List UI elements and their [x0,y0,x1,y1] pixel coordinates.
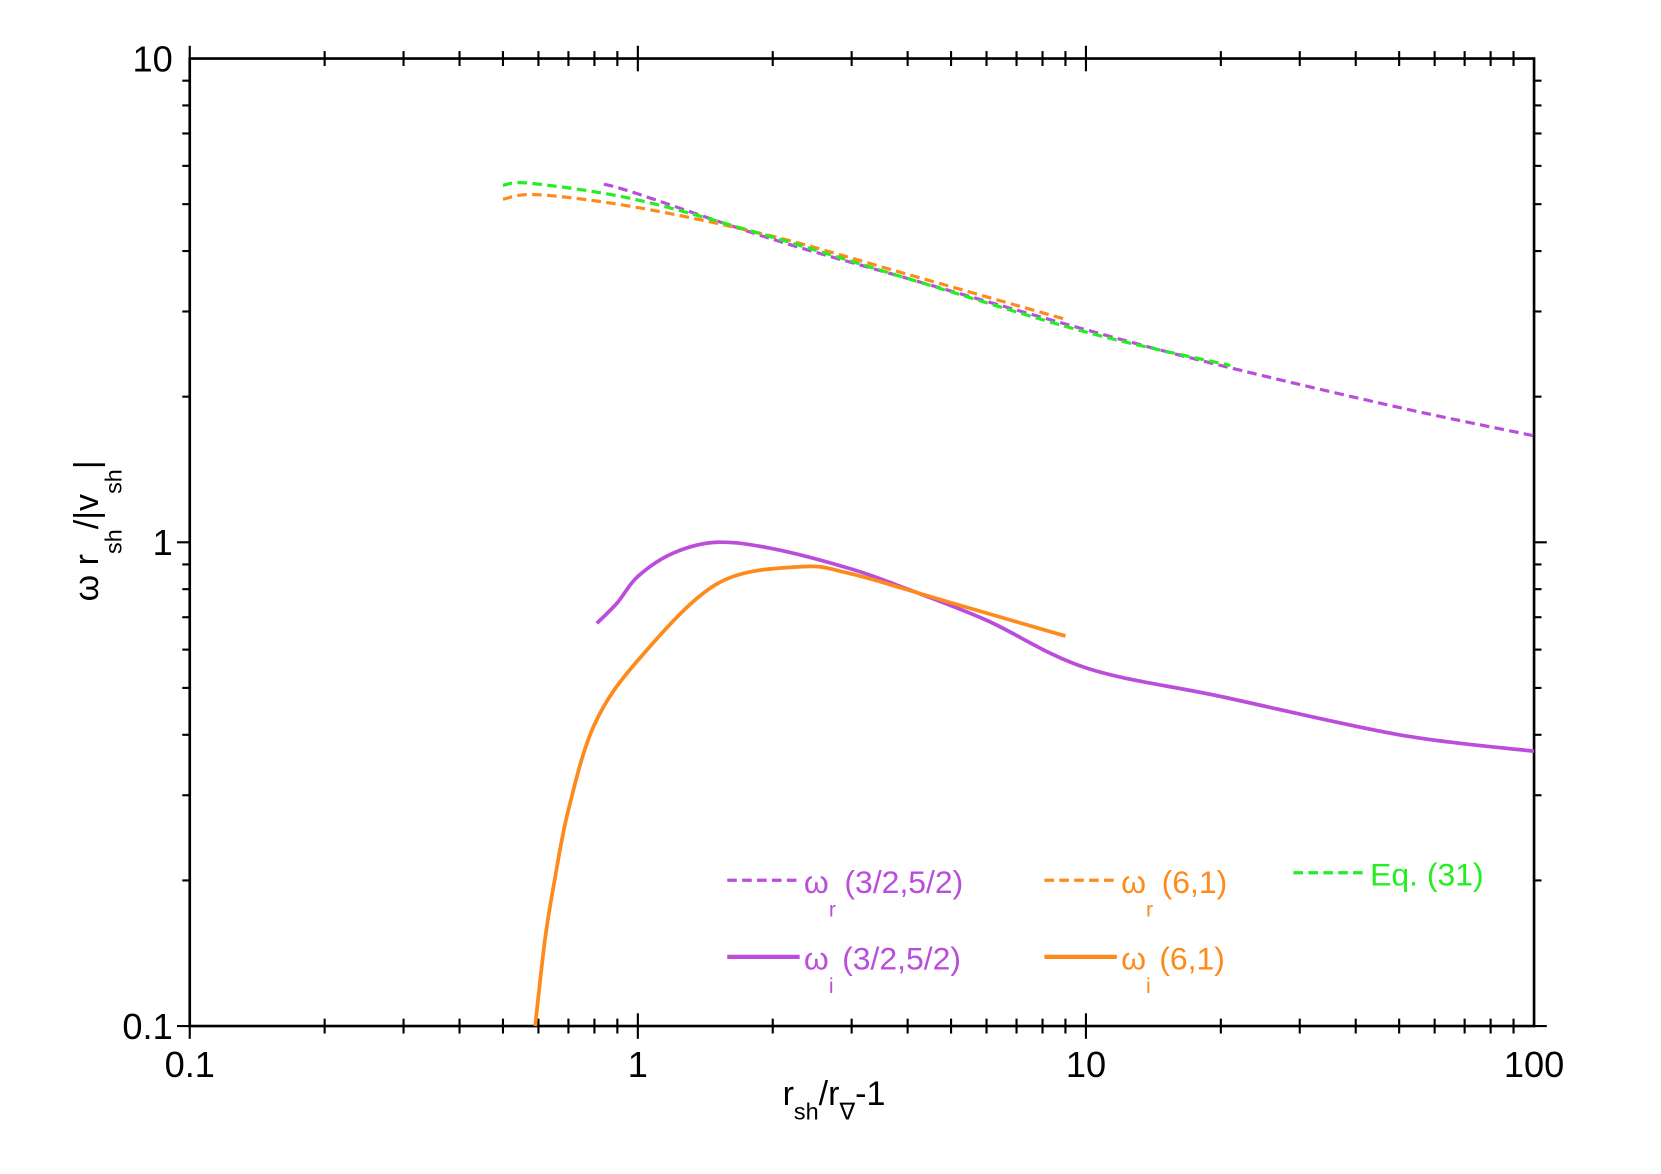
legend-label: ωi(3/2,5/2) [804,941,961,998]
y-tick-label: 0.1 [122,1006,172,1047]
legend-label: ωr(6,1) [1121,864,1227,921]
y-tick-label: 1 [153,522,173,563]
legend-item-2: Eq. (31) [1293,857,1484,893]
x-axis-label: rsh/r∇-1 [783,1075,886,1125]
legend-item-4: ωi(6,1) [1044,941,1225,998]
series-line-0 [603,182,1535,438]
tick-labels: 0.1 1 10 100 0.1 1 10 [122,38,1564,1085]
legend-item-1: ωr(6,1) [1044,864,1227,921]
series-line-2 [502,181,1231,368]
series-line-4 [533,564,1066,1027]
legend-label: ωr(3/2,5/2) [804,864,963,921]
legend-label: Eq. (31) [1370,857,1484,893]
legend: ωr(3/2,5/2) ωr(6,1) Eq. (31) ωi(3/2,5/2) ωi(… [727,857,1484,998]
legend-item-3: ωi(3/2,5/2) [727,941,961,998]
y-tick-label: 10 [132,38,172,79]
x-tick-label: 100 [1504,1044,1564,1085]
y-axis-label: ω rsh/|vsh| [68,460,126,601]
series-group [502,181,1535,1027]
legend-label: ωi(6,1) [1121,941,1225,998]
x-tick-label: 0.1 [165,1044,215,1085]
x-tick-label: 10 [1066,1044,1106,1085]
plot-frame [188,57,1536,1028]
legend-item-0: ωr(3/2,5/2) [727,864,963,921]
x-tick-label: 1 [628,1044,648,1085]
